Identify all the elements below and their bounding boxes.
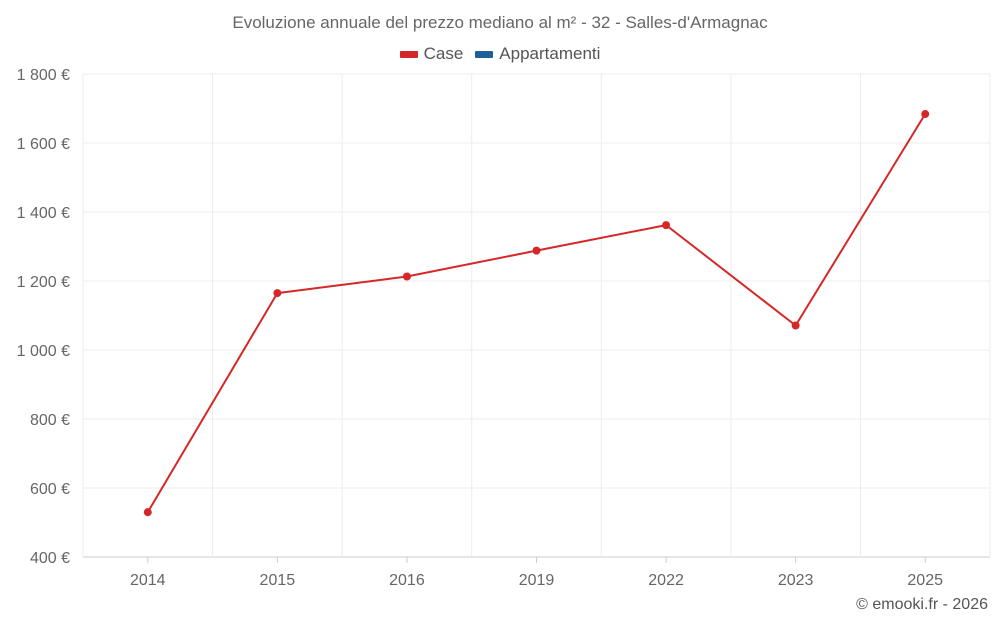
legend-item-case[interactable]: Case <box>399 44 464 64</box>
legend-swatch-appartamenti <box>475 50 494 58</box>
y-tick-label: 1 000 € <box>17 343 70 360</box>
data-point[interactable] <box>921 110 930 119</box>
x-tick-label: 2015 <box>260 572 296 589</box>
series-layer <box>143 110 930 517</box>
y-tick-label: 1 800 € <box>17 67 70 84</box>
x-tick-label: 2022 <box>648 572 684 589</box>
y-tick-label: 1 400 € <box>17 205 70 222</box>
data-point[interactable] <box>402 272 411 281</box>
data-point[interactable] <box>532 246 541 255</box>
legend-label-appartamenti: Appartamenti <box>499 44 601 63</box>
data-point[interactable] <box>273 289 282 298</box>
legend-item-appartamenti[interactable]: Appartamenti <box>475 44 600 64</box>
y-tick-label: 1 600 € <box>17 136 70 153</box>
chart-legend: Case Appartamenti <box>0 44 1000 64</box>
y-tick-label: 1 200 € <box>17 274 70 291</box>
data-point[interactable] <box>662 221 671 230</box>
x-tick-label: 2016 <box>389 572 425 589</box>
y-tick-label: 600 € <box>30 481 70 498</box>
x-tick-label: 2019 <box>519 572 555 589</box>
x-tick-label: 2025 <box>907 572 943 589</box>
x-tick-label: 2023 <box>778 572 814 589</box>
data-point[interactable] <box>143 508 152 517</box>
x-tick-label: 2014 <box>130 572 166 589</box>
axis-layer: 400 € 600 € 800 € 1 000 € 1 200 € 1 400 € 1 60… <box>17 67 944 589</box>
legend-swatch-case <box>399 50 418 58</box>
chart-title: Evoluzione annuale del prezzo mediano al… <box>232 13 768 32</box>
data-point[interactable] <box>791 321 800 330</box>
series-line-case <box>146 113 927 513</box>
legend-label-case: Case <box>423 44 464 63</box>
y-tick-label: 800 € <box>30 412 70 429</box>
grid-layer <box>82 73 991 558</box>
y-tick-label: 400 € <box>30 550 70 567</box>
credit-text: © emooki.fr - 2026 <box>856 596 988 613</box>
